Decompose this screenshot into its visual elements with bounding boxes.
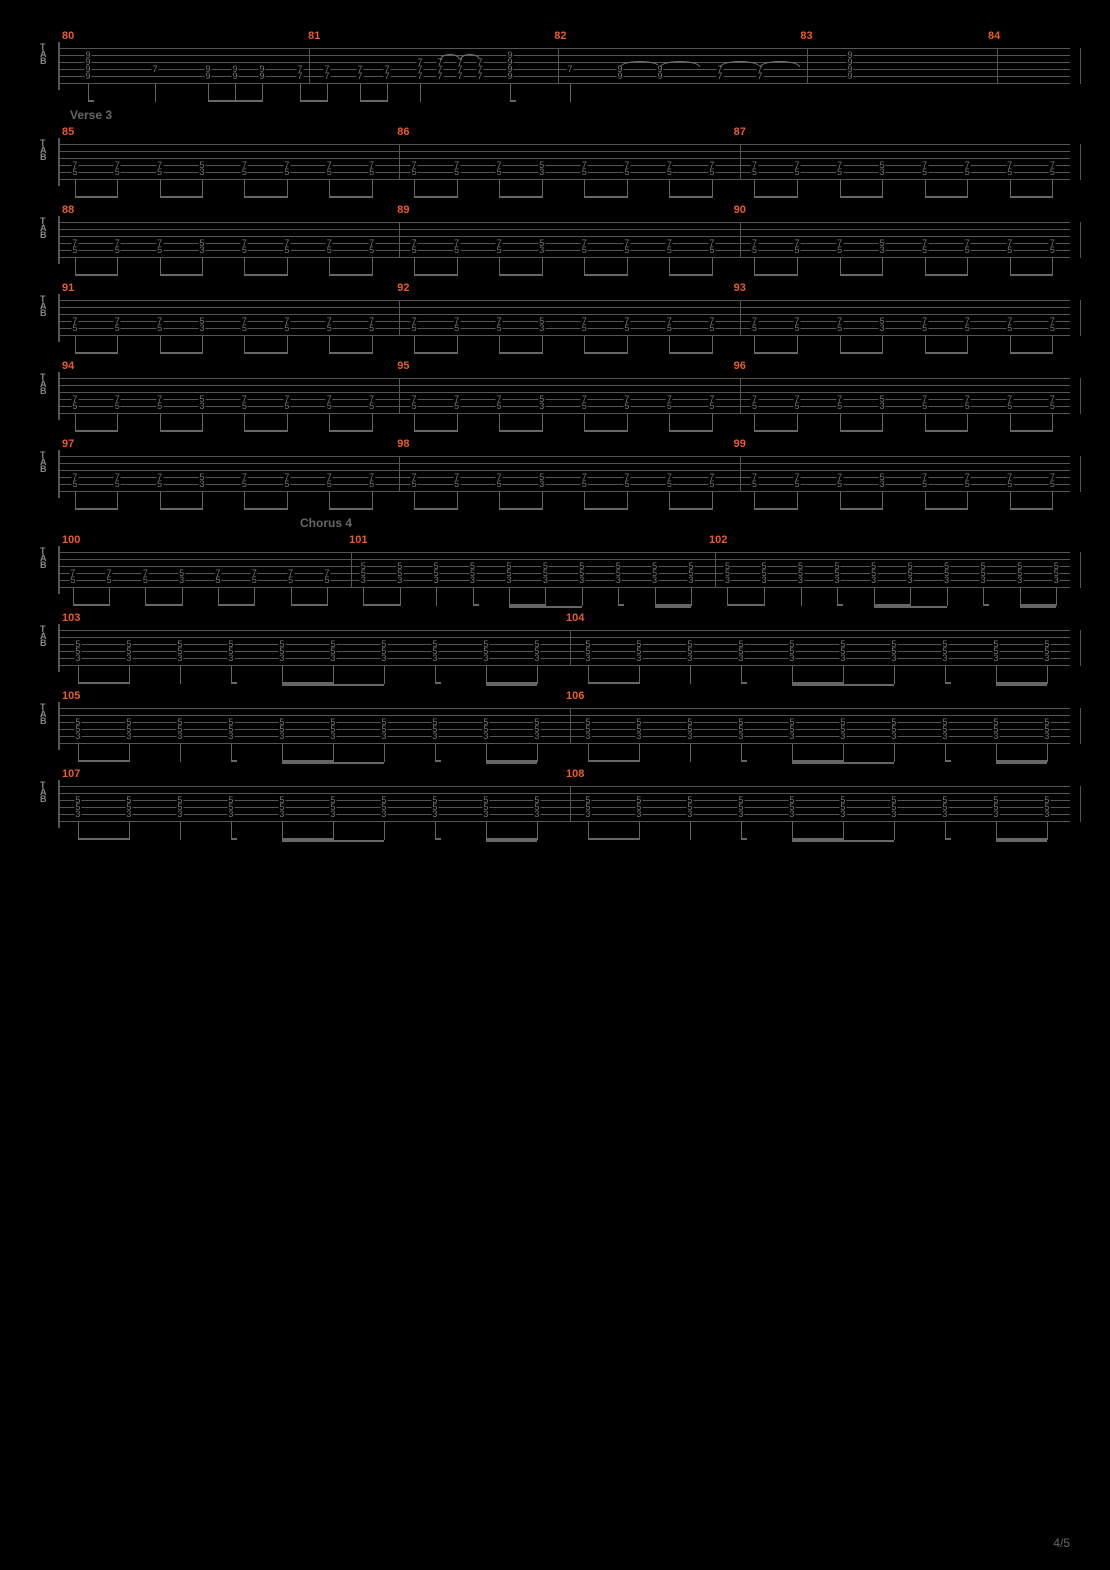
tab-system: TAB 9192937575755375757575757575537575757… <box>40 282 1070 342</box>
tab-staff: 7575755375757575757575537575757575757553… <box>58 372 1070 420</box>
tab-staff: 5535535535535535535535535535535535535535… <box>58 780 1070 828</box>
tab-clef: TAB <box>40 782 58 803</box>
measure-number: 101 <box>349 534 709 546</box>
staff-lines <box>60 552 1070 588</box>
staff-lines <box>60 708 1070 744</box>
measure-number: 93 <box>734 282 1070 294</box>
measure-numbers: 858687 <box>40 126 1070 138</box>
measure-number: 95 <box>397 360 733 372</box>
tab-system: TAB 1001011027575755375757575553553553553… <box>40 534 1070 594</box>
staff-lines <box>60 300 1070 336</box>
tab-system: TAB 8889907575755375757575757575537575757… <box>40 204 1070 264</box>
measure-numbers: 100101102 <box>40 534 1070 546</box>
measure-number: 82 <box>554 30 800 42</box>
measure-number: 97 <box>62 438 397 450</box>
measure-number: 107 <box>62 768 566 780</box>
measure-number: 102 <box>709 534 1070 546</box>
measure-number: 103 <box>62 612 566 624</box>
tablature-page: TAB 8081828384999979999997777777777777777… <box>40 30 1070 828</box>
measure-number: 84 <box>988 30 1070 42</box>
measure-numbers: 888990 <box>40 204 1070 216</box>
tab-clef: TAB <box>40 374 58 395</box>
measure-number: 92 <box>397 282 733 294</box>
measure-number: 86 <box>397 126 733 138</box>
staff-lines <box>60 144 1070 180</box>
tab-clef: TAB <box>40 296 58 317</box>
measure-number: 100 <box>62 534 349 546</box>
tab-staff: 9999799999977777777777777777777999979999… <box>58 42 1070 90</box>
staff-lines <box>60 786 1070 822</box>
tab-staff: 7575755375757575757575537575757575757553… <box>58 294 1070 342</box>
tab-clef: TAB <box>40 452 58 473</box>
measure-numbers: 949596 <box>40 360 1070 372</box>
staff-lines <box>60 222 1070 258</box>
tab-clef: TAB <box>40 218 58 239</box>
measure-number: 87 <box>734 126 1070 138</box>
measure-number: 94 <box>62 360 397 372</box>
tab-system: TAB 1051065535535535535535535535535535535… <box>40 690 1070 750</box>
tab-staff: 5535535535535535535535535535535535535535… <box>58 702 1070 750</box>
measure-number: 98 <box>397 438 733 450</box>
tab-system: TAB 9798997575755375757575757575537575757… <box>40 438 1070 498</box>
tab-system: TAB 9495967575755375757575757575537575757… <box>40 360 1070 420</box>
measure-number: 99 <box>734 438 1070 450</box>
measure-numbers: 105106 <box>40 690 1070 702</box>
measure-number: 106 <box>566 690 1070 702</box>
tab-staff: 7575755375757575757575537575757575757553… <box>58 138 1070 186</box>
measure-number: 85 <box>62 126 397 138</box>
tab-system: TAB 8586877575755375757575757575537575757… <box>40 126 1070 186</box>
staff-lines <box>60 630 1070 666</box>
tab-clef: TAB <box>40 704 58 725</box>
tab-clef: TAB <box>40 626 58 647</box>
measure-number: 91 <box>62 282 397 294</box>
tab-clef: TAB <box>40 548 58 569</box>
staff-lines <box>60 378 1070 414</box>
measure-number: 105 <box>62 690 566 702</box>
tab-system: TAB 8081828384999979999997777777777777777… <box>40 30 1070 90</box>
measure-numbers: 919293 <box>40 282 1070 294</box>
measure-number: 83 <box>800 30 988 42</box>
section-label: Chorus 4 <box>300 516 1070 530</box>
tab-system: TAB 1071085535535535535535535535535535535… <box>40 768 1070 828</box>
tab-staff: 5535535535535535535535535535535535535535… <box>58 624 1070 672</box>
tab-staff: 7575755375757575757575537575757575757553… <box>58 450 1070 498</box>
tab-staff: 7575755375757575757575537575757575757553… <box>58 216 1070 264</box>
measure-numbers: 8081828384 <box>40 30 1070 42</box>
staff-lines <box>60 456 1070 492</box>
measure-number: 81 <box>308 30 554 42</box>
tab-staff: 7575755375757575553553553553553553553553… <box>58 546 1070 594</box>
tab-system: TAB 1031045535535535535535535535535535535… <box>40 612 1070 672</box>
measure-number: 96 <box>734 360 1070 372</box>
measure-number: 90 <box>734 204 1070 216</box>
measure-numbers: 979899 <box>40 438 1070 450</box>
measure-numbers: 103104 <box>40 612 1070 624</box>
tab-clef: TAB <box>40 140 58 161</box>
measure-number: 88 <box>62 204 397 216</box>
measure-number: 108 <box>566 768 1070 780</box>
page-number: 4/5 <box>1053 1536 1070 1550</box>
measure-number: 89 <box>397 204 733 216</box>
tab-clef: TAB <box>40 44 58 65</box>
measure-number: 104 <box>566 612 1070 624</box>
measure-numbers: 107108 <box>40 768 1070 780</box>
measure-number: 80 <box>62 30 308 42</box>
section-label: Verse 3 <box>70 108 1070 122</box>
